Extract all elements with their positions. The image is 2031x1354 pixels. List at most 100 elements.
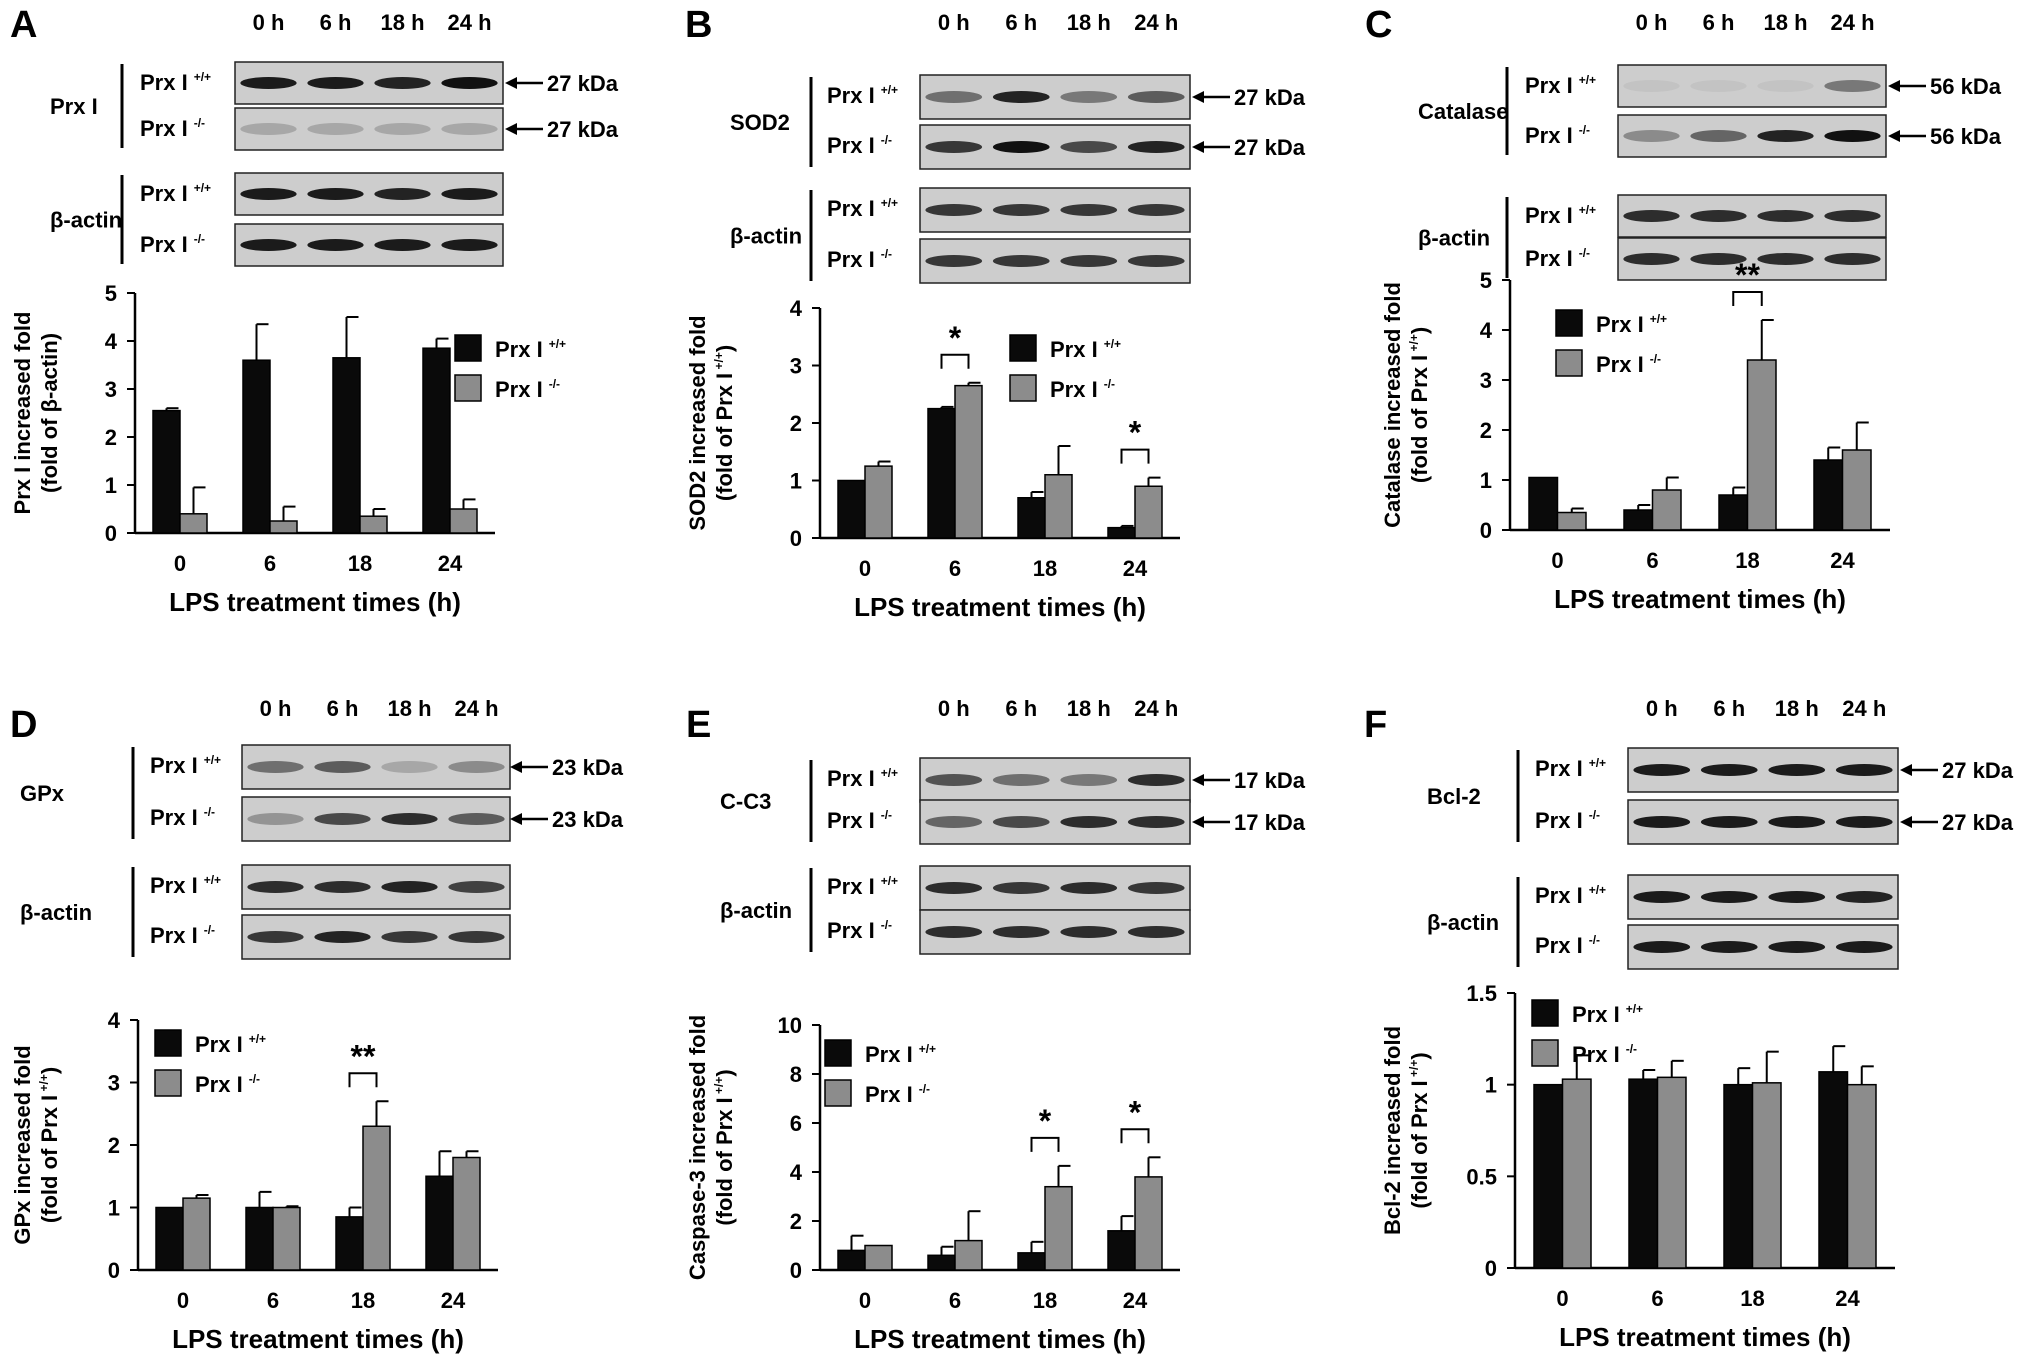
blot-row-label-sup: +/+ [194,70,211,84]
significance-bracket [1120,448,1150,464]
blot-band [925,204,983,216]
x-tick-label: 24 [1123,1288,1148,1313]
blot-band [1127,255,1185,267]
x-tick-label: 0 [1551,548,1563,573]
size-arrow-head [1192,816,1204,828]
blot-row-label-text: Prx I [150,753,198,778]
blot-row-label: Prx I +/+ [827,83,898,108]
size-marker-label: 27 kDa [547,117,619,142]
panel-letter: F [1364,704,1387,746]
bar-ko [1846,1083,1877,1269]
blot-band [240,123,297,135]
legend-entry: Prx I +/+ [1596,312,1667,337]
y-axis-label-text: (fold of Prx I [1407,1080,1432,1208]
size-arrow-head [505,77,517,89]
blot-row-label-sup: -/- [1579,123,1590,137]
lane-label: 24 h [1830,10,1874,35]
x-tick-label: 0 [859,1288,871,1313]
size-arrow-head [1192,141,1204,153]
blot-row-label-sup: +/+ [881,766,898,780]
blot-band [925,882,983,894]
legend-name: Prx I [1572,1042,1620,1067]
bar-ko [452,1156,481,1271]
y-tick-label: 0.5 [1466,1164,1497,1189]
bar-wt [1017,1252,1046,1271]
blot-band [992,91,1050,103]
blot-band [448,931,505,943]
y-tick-label: 2 [105,425,117,450]
blot-band [1060,141,1118,153]
blot-strip [1617,64,1887,108]
western-blot: 0 h 6 h 18 h 24 h Catalase Prx I +/+ 56 kDa Prx … [1418,10,2002,281]
blot-band [992,816,1050,828]
bar-ko [1561,1078,1592,1269]
x-tick-label: 24 [1123,556,1148,581]
panel-letter: E [686,704,711,746]
legend-name: Prx I [1596,312,1644,337]
bar-ko [1746,359,1777,531]
blot-row-label-text: Prx I [827,874,875,899]
y-tick-label: 2 [790,411,802,436]
size-marker-label: 23 kDa [552,755,624,780]
y-tick-label: 8 [790,1062,802,1087]
blot-row-label-sup: -/- [1579,246,1590,260]
blot-row-label-sup: -/- [881,918,892,932]
bar-ko [359,515,388,534]
blot-protein-label: β-actin [1418,226,1490,251]
lane-label: 6 h [1703,10,1735,35]
lane-label: 24 h [454,696,498,721]
blot-row-label-sup: +/+ [1589,756,1606,770]
blot-band [1700,764,1758,776]
bar-ko [954,1239,983,1271]
y-axis-label-close: ) [712,345,737,352]
blot-protein-label: Catalase [1418,99,1509,124]
blot-band [1060,774,1118,786]
western-blot: 0 h 6 h 18 h 24 h SOD2 Prx I +/+ 27 kDa Prx I -/-… [730,10,1306,284]
y-tick-label: 0 [108,1258,120,1283]
blot-row-label-sup: -/- [194,232,205,246]
bar-chart: 0 1 2 3 4 5 0 6 18 24 ** Catalase increased fold (fo… [1380,257,1890,614]
legend-sup: +/+ [1626,1002,1643,1016]
y-axis-label-close: ) [37,1067,62,1074]
lane-label: 0 h [1636,10,1668,35]
bar-ko [1841,449,1872,531]
blot-band [925,141,983,153]
bar-ko [1651,489,1682,531]
size-arrow-head [1900,764,1912,776]
bar-ko [269,520,298,534]
lane-label: 6 h [1713,696,1745,721]
bar-wt [152,409,181,534]
blot-row-label-sup: -/- [881,808,892,822]
size-arrow-head [510,761,522,773]
blot-band [1835,941,1893,953]
blot-band [1700,941,1758,953]
bar-wt [1723,1083,1754,1269]
blot-band [240,239,297,251]
y-tick-label: 4 [790,296,803,321]
size-arrow-head [510,813,522,825]
blot-band [240,77,297,89]
legend-swatch [1531,1039,1559,1067]
lane-label: 0 h [938,696,970,721]
bar-ko [362,1125,391,1271]
bar-wt [1528,476,1559,531]
bar-ko [1751,1082,1782,1269]
blot-protein-label: β-actin [720,898,792,923]
size-marker-label: 17 kDa [1234,810,1306,835]
blot-band [1127,204,1185,216]
legend-sup: -/- [249,1072,260,1086]
y-tick-label: 1 [105,473,117,498]
size-marker-label: 27 kDa [1234,135,1306,160]
blot-row-label-text: Prx I [150,873,198,898]
blot-band [1700,891,1758,903]
blot-band [1060,882,1118,894]
blot-row-label-sup: +/+ [194,181,211,195]
blot-protein-label: GPx [20,781,65,806]
size-arrow-head [1900,816,1912,828]
blot-band [1824,210,1881,222]
significance-bracket [1120,1128,1150,1144]
y-tick-label: 0 [105,521,117,546]
blot-row-label: Prx I -/- [140,116,205,141]
bar-ko [1656,1076,1687,1269]
